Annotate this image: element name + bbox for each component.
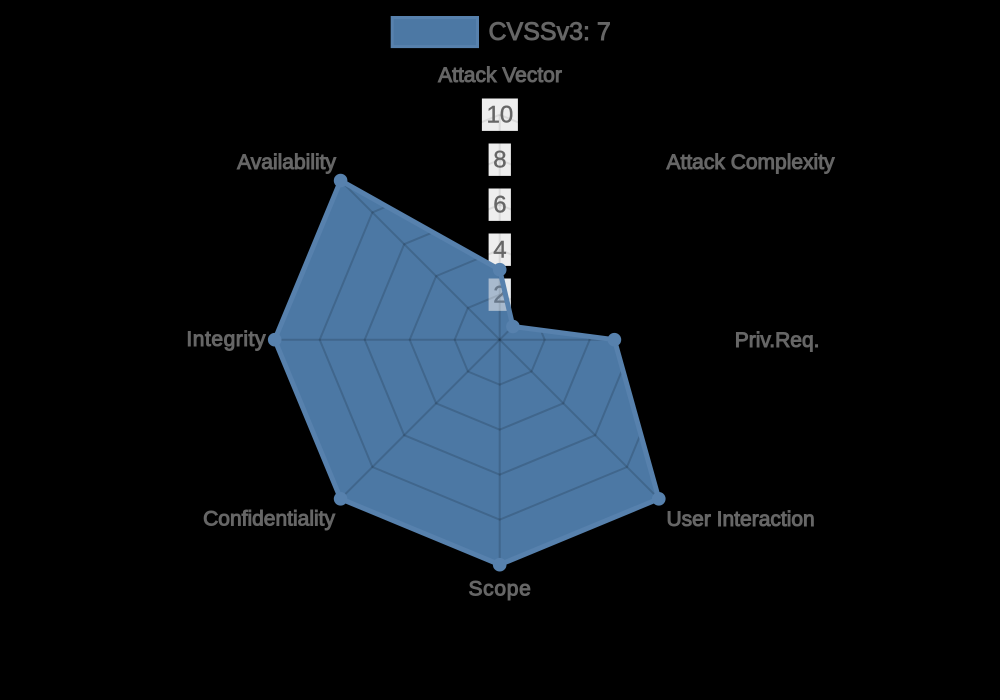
svg-text:6: 6 — [493, 191, 506, 218]
svg-text:Scope: Scope — [468, 577, 531, 600]
svg-text:Availability: Availability — [237, 151, 336, 174]
svg-text:Attack Complexity: Attack Complexity — [667, 151, 836, 174]
svg-text:8: 8 — [493, 146, 506, 173]
svg-text:CVSSv3: 7: CVSSv3: 7 — [489, 18, 611, 46]
svg-text:Priv.Req.: Priv.Req. — [735, 329, 820, 352]
svg-text:Integrity: Integrity — [186, 328, 266, 351]
svg-text:Confidentiality: Confidentiality — [203, 508, 335, 531]
svg-text:Attack Vector: Attack Vector — [438, 64, 562, 87]
svg-text:User Interaction: User Interaction — [667, 508, 815, 531]
svg-text:4: 4 — [493, 236, 506, 263]
svg-text:10: 10 — [487, 101, 514, 128]
